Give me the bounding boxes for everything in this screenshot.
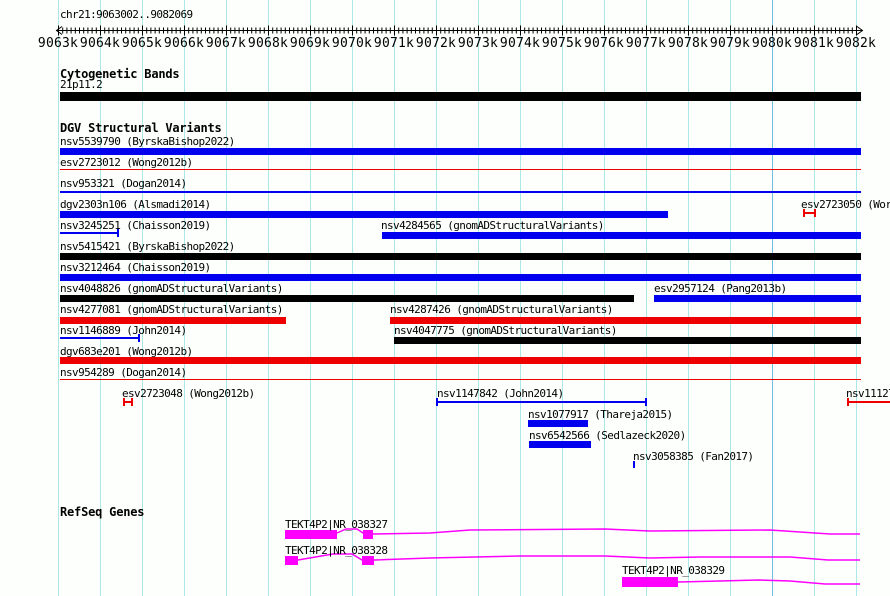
- axis-tick-label-9076k: 9076k: [583, 36, 625, 51]
- variant-nsv4048826[interactable]: [60, 295, 634, 302]
- axis-tick-label-9071k: 9071k: [373, 36, 415, 51]
- variant-nsv3058385[interactable]: [633, 461, 635, 468]
- variant-nsv3245251[interactable]: [60, 232, 118, 234]
- axis-tick-label-9079k: 9079k: [709, 36, 751, 51]
- section-heading-refseq: RefSeq Genes: [60, 505, 145, 519]
- variant-label-nsv953321: nsv953321 (Dogan2014): [60, 177, 187, 190]
- variant-nsv1077917[interactable]: [528, 420, 588, 427]
- variant-nsv954289[interactable]: [60, 379, 861, 380]
- variant-esv2723050-tick[interactable]: [814, 209, 816, 217]
- variant-label-esv2723012: esv2723012 (Wong2012b): [60, 156, 193, 169]
- axis-tick-label-9069k: 9069k: [289, 36, 331, 51]
- axis-tick-label-9063k: 9063k: [37, 36, 79, 51]
- variant-nsv4277081[interactable]: [60, 317, 286, 324]
- variant-label-nsv1146889: nsv1146889 (John2014): [60, 324, 187, 337]
- variant-esv2723048[interactable]: [123, 401, 133, 403]
- variant-label-dgv683e201: dgv683e201 (Wong2012b): [60, 345, 193, 358]
- axis-tick-label-9074k: 9074k: [499, 36, 541, 51]
- variant-dgv683e201[interactable]: [60, 357, 861, 364]
- variant-label-nsv1077917: nsv1077917 (Thareja2015): [528, 408, 673, 421]
- variant-esv2723050[interactable]: [803, 212, 816, 214]
- variant-label-nsv4284565: nsv4284565 (gnomADStructuralVariants): [381, 219, 604, 232]
- variant-nsv1147842-tick[interactable]: [645, 398, 647, 406]
- variant-label-esv2957124: esv2957124 (Pang2013b): [654, 282, 787, 295]
- gene-NR_038327-exon-2[interactable]: [363, 530, 373, 539]
- gene-label-NR_038329: TEKT4P2|NR_038329: [622, 564, 725, 577]
- variant-nsv4284565[interactable]: [382, 232, 861, 239]
- variant-label-nsv3245251: nsv3245251 (Chaisson2019): [60, 219, 211, 232]
- variant-nsv1146889[interactable]: [60, 337, 139, 339]
- variant-nsv1146889-tick[interactable]: [138, 334, 140, 342]
- variant-nsv3212464[interactable]: [60, 274, 861, 281]
- variant-label-nsv6542566: nsv6542566 (Sedlazeck2020): [529, 429, 686, 442]
- gene-label-NR_038327: TEKT4P2|NR_038327: [285, 518, 388, 531]
- axis-tick-label-9065k: 9065k: [121, 36, 163, 51]
- variant-nsv5415421[interactable]: [60, 253, 861, 260]
- gridline-9063k: [58, 0, 59, 596]
- variant-label-nsv4047775: nsv4047775 (gnomADStructuralVariants): [394, 324, 617, 337]
- variant-nsv953321[interactable]: [60, 191, 861, 193]
- variant-nsv11127-tick[interactable]: [847, 398, 849, 406]
- variant-esv2723048-tick[interactable]: [123, 398, 125, 406]
- gene-NR_038329-exon-1[interactable]: [622, 577, 678, 587]
- variant-nsv4287426[interactable]: [390, 317, 861, 324]
- axis-tick-label-9077k: 9077k: [625, 36, 667, 51]
- axis-tick-label-9064k: 9064k: [79, 36, 121, 51]
- gene-NR_038329-intron-line: [677, 579, 860, 585]
- variant-label-nsv954289: nsv954289 (Dogan2014): [60, 366, 187, 379]
- section-heading-cytobands: Cytogenetic Bands: [60, 67, 180, 81]
- variant-esv2957124[interactable]: [654, 295, 861, 302]
- axis-tick-label-9075k: 9075k: [541, 36, 583, 51]
- variant-label-esv2723050: esv2723050 (Wor: [801, 198, 890, 211]
- axis-tick-label-9068k: 9068k: [247, 36, 289, 51]
- variant-label-esv2723048: esv2723048 (Wong2012b): [122, 387, 255, 400]
- section-heading-dgv: DGV Structural Variants: [60, 121, 222, 135]
- region-coordinates: chr21:9063002..9082069: [60, 8, 193, 21]
- variant-nsv3245251-tick[interactable]: [117, 229, 119, 237]
- axis-tick-label-9080k: 9080k: [751, 36, 793, 51]
- variant-esv2723048-tick[interactable]: [131, 398, 133, 406]
- variant-label-21p11.2: 21p11.2: [60, 78, 103, 91]
- gene-NR_038327-intron-line: [336, 528, 860, 535]
- variant-label-nsv5539790: nsv5539790 (ByrskaBishop2022): [60, 135, 235, 148]
- variant-label-nsv11127: nsv11127: [846, 387, 890, 400]
- gene-NR_038328-exon-1[interactable]: [285, 556, 298, 565]
- variant-nsv11127[interactable]: [847, 401, 890, 403]
- variant-nsv4047775[interactable]: [394, 337, 861, 344]
- variant-nsv1147842-tick[interactable]: [436, 398, 438, 406]
- variant-label-nsv5415421: nsv5415421 (ByrskaBishop2022): [60, 240, 235, 253]
- axis-tick-label-9067k: 9067k: [205, 36, 247, 51]
- axis-tick-label-9070k: 9070k: [331, 36, 373, 51]
- variant-label-nsv1147842: nsv1147842 (John2014): [437, 387, 564, 400]
- variant-nsv6542566[interactable]: [529, 441, 591, 448]
- axis-tick-label-9082k: 9082k: [835, 36, 877, 51]
- variant-nsv1147842[interactable]: [436, 401, 647, 403]
- variant-nsv5539790[interactable]: [60, 148, 861, 155]
- axis-arrow-right: [856, 26, 864, 35]
- variant-21p11.2[interactable]: [60, 92, 861, 101]
- variant-esv2723012[interactable]: [60, 169, 861, 170]
- gene-label-NR_038328: TEKT4P2|NR_038328: [285, 544, 388, 557]
- variant-label-nsv4277081: nsv4277081 (gnomADStructuralVariants): [60, 303, 283, 316]
- variant-label-nsv4048826: nsv4048826 (gnomADStructuralVariants): [60, 282, 283, 295]
- gene-NR_038327-exon-1[interactable]: [285, 530, 337, 539]
- gridline-9077k: [646, 0, 647, 596]
- axis-tick-label-9078k: 9078k: [667, 36, 709, 51]
- variant-label-dgv2303n106: dgv2303n106 (Alsmadi2014): [60, 198, 211, 211]
- variant-dgv2303n106[interactable]: [60, 211, 668, 218]
- axis-tick-label-9072k: 9072k: [415, 36, 457, 51]
- axis-tick-label-9081k: 9081k: [793, 36, 835, 51]
- axis-tick-label-9066k: 9066k: [163, 36, 205, 51]
- variant-esv2723050-tick[interactable]: [803, 209, 805, 217]
- axis-tick-label-9073k: 9073k: [457, 36, 499, 51]
- variant-label-nsv3212464: nsv3212464 (Chaisson2019): [60, 261, 211, 274]
- variant-label-nsv3058385: nsv3058385 (Fan2017): [633, 450, 754, 463]
- variant-label-nsv4287426: nsv4287426 (gnomADStructuralVariants): [390, 303, 613, 316]
- gene-NR_038328-exon-2[interactable]: [362, 556, 374, 565]
